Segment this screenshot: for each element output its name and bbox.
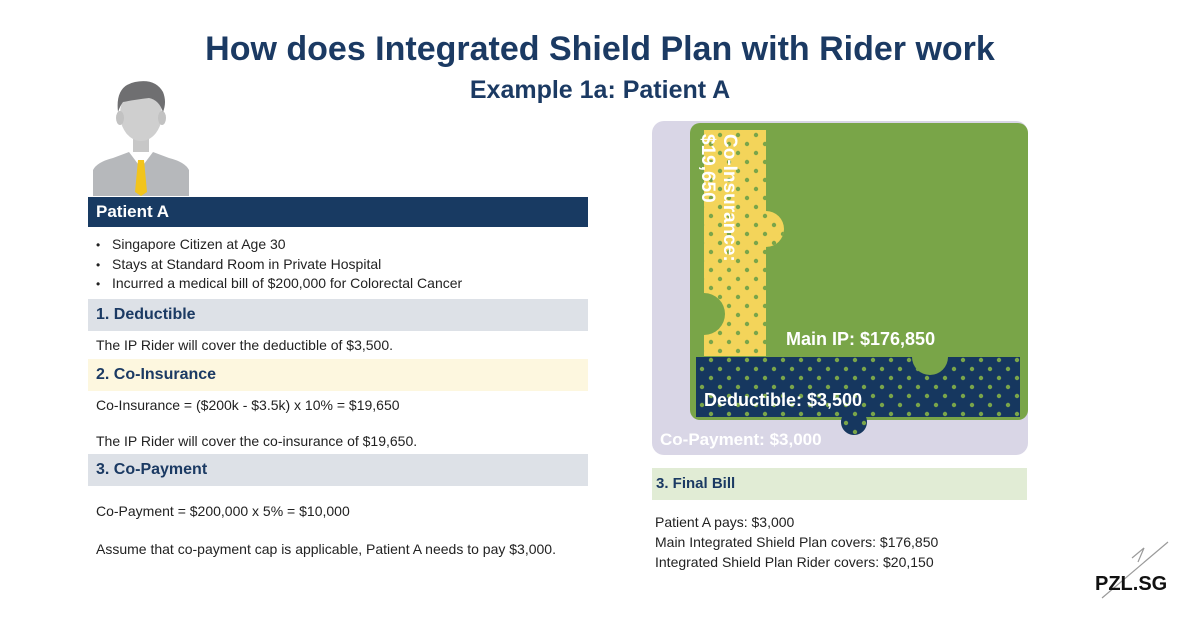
main-ip-block <box>690 123 1028 420</box>
bill-breakdown-puzzle <box>652 121 1028 455</box>
list-item: Main Integrated Shield Plan covers: $176… <box>655 534 939 550</box>
page-title: How does Integrated Shield Plan with Rid… <box>205 30 995 68</box>
coinsurance-label: Co-Insurance: <box>719 134 740 262</box>
coinsurance-section-header: 2. Co-Insurance <box>88 359 588 391</box>
final-bill-header: 3. Final Bill <box>652 468 1027 500</box>
coinsurance-value: $19,650 <box>697 134 718 203</box>
main-ip-label: Main IP: $176,850 <box>786 329 936 349</box>
copayment-formula: Co-Payment = $200,000 x 5% = $10,000 <box>96 503 350 519</box>
brand-logo: PZL.SG <box>1095 573 1168 595</box>
deductible-label: Deductible: $3,500 <box>704 390 863 410</box>
patient-avatar-icon <box>93 81 189 196</box>
copayment-label: Co-Payment: $3,000 <box>660 430 822 449</box>
list-item: Incurred a medical bill of $200,000 for … <box>96 274 462 294</box>
coinsurance-formula: Co-Insurance = ($200k - $3.5k) x 10% = $… <box>96 397 400 413</box>
list-item: Integrated Shield Plan Rider covers: $20… <box>655 554 934 570</box>
patient-details-list: Singapore Citizen at Age 30 Stays at Sta… <box>96 235 462 294</box>
list-item: Patient A pays: $3,000 <box>655 514 795 530</box>
page-subtitle: Example 1a: Patient A <box>469 76 731 104</box>
copayment-text: Assume that co-payment cap is applicable… <box>96 541 556 557</box>
final-bill-list: Patient A pays: $3,000 Main Integrated S… <box>655 512 938 572</box>
coinsurance-text: The IP Rider will cover the co-insurance… <box>96 433 418 449</box>
list-item: Stays at Standard Room in Private Hospit… <box>96 255 462 275</box>
logo-mark-icon <box>1101 541 1169 599</box>
copayment-section-header: 3. Co-Payment <box>88 454 588 486</box>
list-item: Singapore Citizen at Age 30 <box>96 235 462 255</box>
coinsurance-puzzle-label: Co-Insurance: $19,650 <box>697 134 740 274</box>
patient-header: Patient A <box>88 197 588 227</box>
deductible-text: The IP Rider will cover the deductible o… <box>96 337 394 353</box>
deductible-section-header: 1. Deductible <box>88 299 588 331</box>
